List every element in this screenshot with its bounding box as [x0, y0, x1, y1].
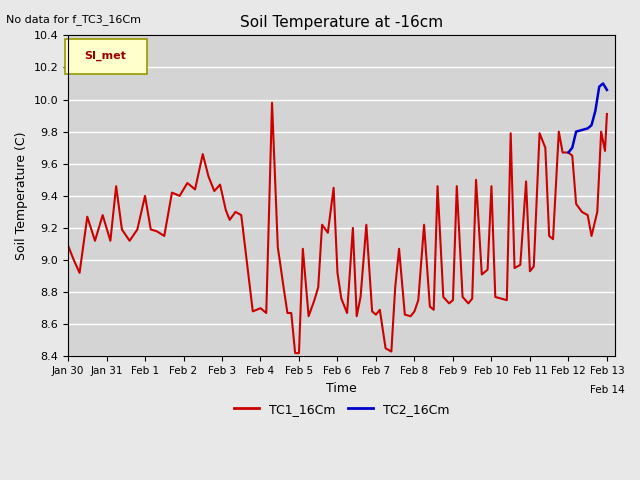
Text: Feb 14: Feb 14 [589, 385, 624, 395]
Legend: TC1_16Cm, TC2_16Cm: TC1_16Cm, TC2_16Cm [228, 398, 454, 420]
Text: SI_met: SI_met [84, 51, 126, 61]
Y-axis label: Soil Temperature (C): Soil Temperature (C) [15, 132, 28, 260]
FancyBboxPatch shape [65, 38, 147, 74]
Text: No data for f_TC3_16Cm: No data for f_TC3_16Cm [6, 14, 141, 25]
Title: Soil Temperature at -16cm: Soil Temperature at -16cm [240, 15, 443, 30]
X-axis label: Time: Time [326, 382, 356, 395]
